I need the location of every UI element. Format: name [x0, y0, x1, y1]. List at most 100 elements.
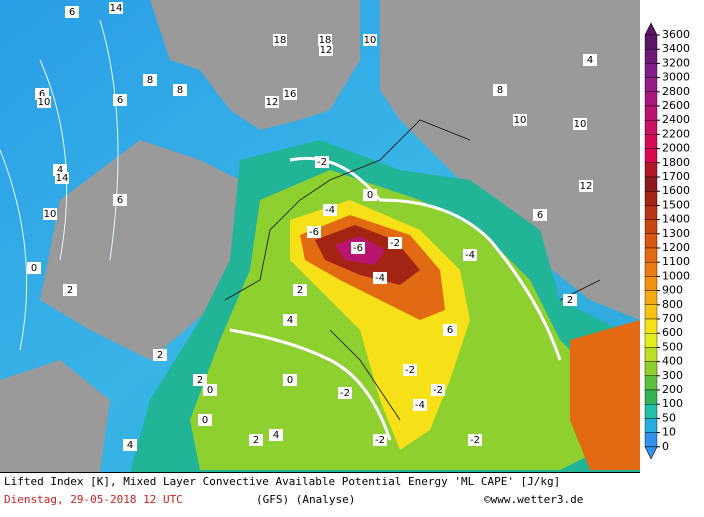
colorbar-band [644, 77, 658, 92]
cape-high-east [570, 320, 640, 470]
colorbar-band [644, 361, 658, 377]
colorbar-label: 1500 [662, 198, 690, 211]
map-label: -4 [465, 250, 475, 261]
map-label: 6 [69, 7, 75, 18]
label-box [173, 84, 187, 96]
map-label: -2 [317, 157, 327, 168]
map-label: 2 [567, 295, 573, 306]
map-label: 8 [147, 75, 153, 86]
footer-date: Dienstag, 29-05-2018 12 UTC [4, 493, 183, 506]
label-box [338, 387, 352, 399]
map-label: -6 [309, 227, 319, 238]
label-box [533, 209, 547, 221]
colorbar-label: 50 [662, 411, 676, 424]
map-label: 16 [284, 89, 297, 100]
map-label: 12 [266, 97, 279, 108]
colorbar-band [644, 276, 658, 291]
colorbar-label: 2600 [662, 99, 690, 112]
colorbar-label: 700 [662, 312, 683, 325]
colorbar-band [644, 91, 658, 107]
colorbar-band [644, 205, 658, 220]
map-label: 10 [44, 209, 57, 220]
label-box [113, 94, 127, 106]
colorbar-label: 1700 [662, 170, 690, 183]
label-box [293, 284, 307, 296]
colorbar-band [644, 34, 658, 50]
label-box [283, 374, 297, 386]
colorbar-band [644, 190, 658, 206]
label-box [269, 429, 283, 441]
map-label: 14 [110, 3, 123, 14]
colorbar-label: 0 [662, 440, 669, 453]
label-box [573, 118, 587, 130]
colorbar-band [644, 418, 658, 433]
label-box [153, 349, 167, 361]
contour [0, 19, 119, 351]
map-label: 14 [56, 173, 69, 184]
colorbar-band [644, 262, 658, 277]
map-label: -4 [415, 400, 425, 411]
map-label: 6 [117, 95, 123, 106]
label-box [463, 249, 477, 261]
map-label: 0 [287, 375, 293, 386]
map-label: 12 [320, 45, 333, 56]
label-box [563, 294, 577, 306]
map-label: 18 [274, 35, 287, 46]
map-label: 10 [364, 35, 377, 46]
land-gray [150, 0, 360, 130]
colorbar-label: 3400 [662, 42, 690, 55]
colorbar-label: 1300 [662, 227, 690, 240]
map-labels: 14661812161812101086420-2-4-6-6-4-202414… [27, 2, 597, 451]
map-label: 2 [297, 285, 303, 296]
label-box [323, 204, 337, 216]
map-label: -4 [375, 273, 385, 284]
colorbar-label: 3200 [662, 56, 690, 69]
label-box [249, 434, 263, 446]
label-box [283, 88, 297, 100]
colorbar-label: 1200 [662, 241, 690, 254]
colorbar-label: 900 [662, 284, 683, 297]
colorbar-label: 2400 [662, 113, 690, 126]
label-box [109, 2, 123, 14]
label-box [113, 194, 127, 206]
map-label: -2 [375, 435, 385, 446]
colorbar-label: 500 [662, 340, 683, 353]
label-box [265, 96, 279, 108]
map-label: -2 [405, 365, 415, 376]
colorbar-band [644, 432, 658, 448]
colorbar-label: 1000 [662, 269, 690, 282]
colorbar-band [644, 119, 658, 135]
divider [0, 472, 640, 473]
map-label: -4 [325, 205, 335, 216]
colorbar-label: 100 [662, 397, 683, 410]
colorbar-band [644, 247, 658, 263]
label-box [403, 364, 417, 376]
map-label: 0 [31, 263, 37, 274]
label-box [315, 156, 329, 168]
footer-site: ©www.wetter3.de [484, 493, 583, 506]
colorbar-label: 3600 [662, 28, 690, 41]
land-gray [380, 0, 640, 320]
map-label: 2 [67, 285, 73, 296]
map-label: 0 [202, 415, 208, 426]
map-label: -2 [470, 435, 480, 446]
colorbar-band [644, 375, 658, 391]
map-label: 6 [537, 210, 543, 221]
colorbar-label: 2800 [662, 85, 690, 98]
colorbar-label: 1100 [662, 255, 690, 268]
label-box [283, 314, 297, 326]
colorbar-band [644, 162, 658, 178]
label-box [273, 34, 287, 46]
ocean-gray [40, 140, 260, 360]
map-label: 0 [207, 385, 213, 396]
colorbar-label: 800 [662, 298, 683, 311]
label-box [65, 6, 79, 18]
map-label: 2 [157, 350, 163, 361]
map-label: 2 [197, 375, 203, 386]
zero-contour [229, 156, 562, 441]
label-box [63, 284, 77, 296]
label-box [27, 262, 41, 274]
map-label: 4 [127, 440, 133, 451]
colorbar-band [644, 148, 658, 164]
